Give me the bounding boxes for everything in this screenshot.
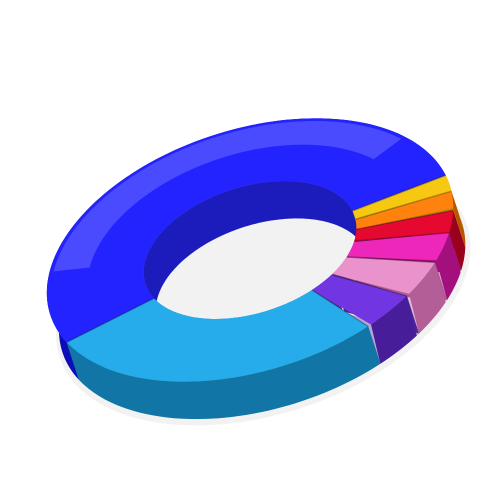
donut-chart-svg: [0, 0, 500, 500]
donut-chart-3d: [0, 0, 500, 500]
